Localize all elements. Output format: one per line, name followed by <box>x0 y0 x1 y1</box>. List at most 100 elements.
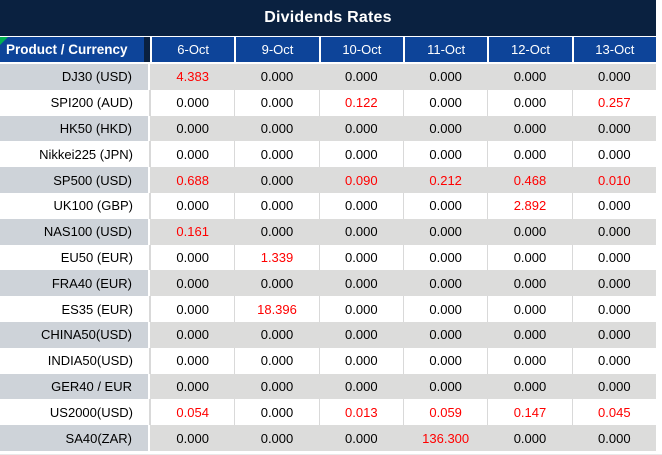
product-currency-header-cell[interactable]: Product / Currency <box>0 37 150 62</box>
value-cell[interactable]: 0.000 <box>487 270 572 297</box>
value-cell[interactable]: 0.000 <box>234 270 319 297</box>
value-cell[interactable]: 0.000 <box>234 425 319 451</box>
value-cell[interactable]: 0.000 <box>487 373 572 400</box>
value-cell[interactable]: 18.396 <box>234 296 318 322</box>
date-header-cell-6-oct[interactable]: 6-Oct <box>150 37 234 62</box>
value-cell[interactable]: 0.000 <box>318 425 403 451</box>
value-cell[interactable]: 0.000 <box>571 141 656 168</box>
value-cell[interactable]: 0.000 <box>487 321 572 348</box>
value-cell[interactable]: 0.000 <box>402 115 488 142</box>
value-cell[interactable]: 0.054 <box>150 399 234 426</box>
value-cell[interactable]: 0.000 <box>571 218 656 245</box>
value-cell[interactable]: 0.000 <box>571 115 656 142</box>
value-cell[interactable]: 0.000 <box>150 425 235 451</box>
value-cell[interactable]: 0.688 <box>150 167 235 193</box>
value-cell[interactable]: 0.000 <box>318 218 403 245</box>
value-cell[interactable]: 0.000 <box>318 321 403 348</box>
value-cell[interactable]: 0.000 <box>487 296 571 322</box>
value-cell[interactable]: 0.000 <box>150 115 235 142</box>
value-cell[interactable]: 0.000 <box>571 244 656 271</box>
value-cell[interactable]: 0.000 <box>150 347 234 374</box>
value-cell[interactable]: 0.000 <box>487 425 572 451</box>
value-cell[interactable]: 0.000 <box>150 321 235 348</box>
value-cell[interactable]: 0.059 <box>402 399 487 426</box>
date-header-cell-11-oct[interactable]: 11-Oct <box>402 37 487 62</box>
value-cell[interactable]: 0.147 <box>487 399 571 426</box>
value-cell[interactable]: 0.000 <box>234 167 319 193</box>
value-cell[interactable]: 0.000 <box>571 192 656 219</box>
product-label-cell[interactable]: ES35 (EUR) <box>0 296 150 322</box>
value-cell[interactable]: 0.000 <box>487 347 571 374</box>
value-cell[interactable]: 0.000 <box>487 115 572 142</box>
value-cell[interactable]: 0.257 <box>571 89 656 116</box>
value-cell[interactable]: 0.000 <box>318 115 403 142</box>
value-cell[interactable]: 0.161 <box>150 218 235 245</box>
value-cell[interactable]: 0.000 <box>487 141 571 168</box>
value-cell[interactable]: 0.000 <box>150 296 234 322</box>
value-cell[interactable]: 0.000 <box>234 347 318 374</box>
value-cell[interactable]: 0.000 <box>234 89 318 116</box>
value-cell[interactable]: 0.013 <box>318 399 403 426</box>
value-cell[interactable]: 0.000 <box>318 192 403 219</box>
value-cell[interactable]: 4.383 <box>150 64 235 90</box>
product-label-cell[interactable]: SPI200 (AUD) <box>0 89 150 116</box>
value-cell[interactable]: 0.000 <box>234 218 319 245</box>
product-label-cell[interactable]: FRA40 (EUR) <box>0 270 150 297</box>
value-cell[interactable]: 0.000 <box>234 399 318 426</box>
value-cell[interactable]: 0.000 <box>487 64 572 90</box>
value-cell[interactable]: 0.122 <box>318 89 403 116</box>
value-cell[interactable]: 0.000 <box>150 244 234 271</box>
date-header-cell-12-oct[interactable]: 12-Oct <box>487 37 571 62</box>
value-cell[interactable]: 0.000 <box>402 192 487 219</box>
value-cell[interactable]: 0.000 <box>150 373 235 400</box>
value-cell[interactable]: 0.000 <box>318 270 403 297</box>
value-cell[interactable]: 0.000 <box>234 141 318 168</box>
value-cell[interactable]: 0.000 <box>402 89 487 116</box>
date-header-cell-13-oct[interactable]: 13-Oct <box>571 37 656 62</box>
value-cell[interactable]: 1.339 <box>234 244 318 271</box>
value-cell[interactable]: 0.000 <box>402 373 488 400</box>
product-label-cell[interactable]: CHINA50(USD) <box>0 321 150 348</box>
value-cell[interactable]: 0.090 <box>318 167 403 193</box>
value-cell[interactable]: 0.000 <box>234 192 318 219</box>
value-cell[interactable]: 0.000 <box>402 296 487 322</box>
product-label-cell[interactable]: INDIA50(USD) <box>0 347 150 374</box>
value-cell[interactable]: 0.000 <box>402 141 487 168</box>
value-cell[interactable]: 0.468 <box>487 167 572 193</box>
value-cell[interactable]: 0.000 <box>402 218 488 245</box>
value-cell[interactable]: 0.000 <box>150 270 235 297</box>
value-cell[interactable]: 0.000 <box>150 192 234 219</box>
date-header-cell-10-oct[interactable]: 10-Oct <box>318 37 403 62</box>
value-cell[interactable]: 0.045 <box>571 399 656 426</box>
product-label-cell[interactable]: US2000(USD) <box>0 399 150 426</box>
value-cell[interactable]: 0.000 <box>234 321 319 348</box>
value-cell[interactable]: 0.000 <box>402 270 488 297</box>
value-cell[interactable]: 0.000 <box>318 296 403 322</box>
product-label-cell[interactable]: UK100 (GBP) <box>0 192 150 219</box>
value-cell[interactable]: 0.000 <box>571 64 656 90</box>
value-cell[interactable]: 0.000 <box>571 270 656 297</box>
value-cell[interactable]: 0.000 <box>318 141 403 168</box>
value-cell[interactable]: 0.000 <box>402 244 487 271</box>
value-cell[interactable]: 0.000 <box>487 218 572 245</box>
value-cell[interactable]: 0.000 <box>402 321 488 348</box>
value-cell[interactable]: 0.000 <box>402 64 488 90</box>
value-cell[interactable]: 0.000 <box>402 347 487 374</box>
value-cell[interactable]: 0.000 <box>150 89 234 116</box>
product-label-cell[interactable]: EU50 (EUR) <box>0 244 150 271</box>
product-label-cell[interactable]: SP500 (USD) <box>0 167 150 193</box>
value-cell[interactable]: 0.000 <box>150 141 234 168</box>
value-cell[interactable]: 0.000 <box>571 347 656 374</box>
product-label-cell[interactable]: HK50 (HKD) <box>0 115 150 142</box>
value-cell[interactable]: 0.000 <box>571 425 656 451</box>
value-cell[interactable]: 0.000 <box>234 64 319 90</box>
value-cell[interactable]: 0.000 <box>318 244 403 271</box>
value-cell[interactable]: 0.000 <box>487 244 571 271</box>
value-cell[interactable]: 0.000 <box>318 373 403 400</box>
value-cell[interactable]: 0.000 <box>571 373 656 400</box>
value-cell[interactable]: 0.000 <box>234 373 319 400</box>
value-cell[interactable]: 136.300 <box>402 425 488 451</box>
value-cell[interactable]: 0.000 <box>571 321 656 348</box>
value-cell[interactable]: 0.000 <box>571 296 656 322</box>
product-label-cell[interactable]: DJ30 (USD) <box>0 64 150 90</box>
